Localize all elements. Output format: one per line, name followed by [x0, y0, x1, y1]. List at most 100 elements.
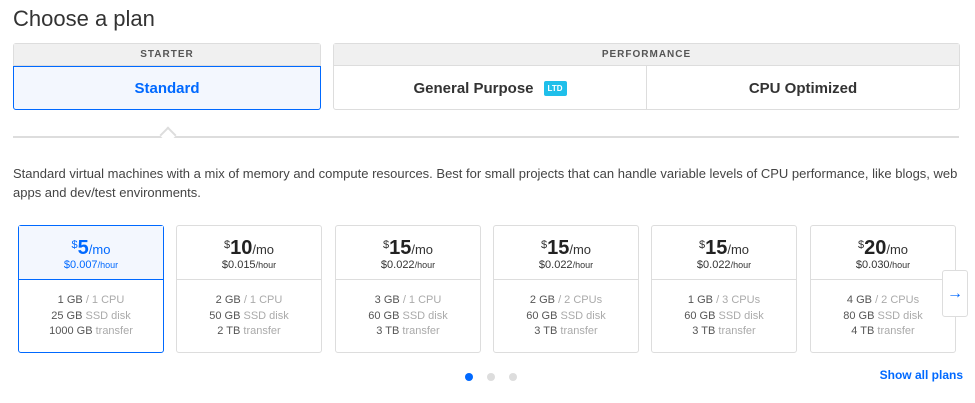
- next-plans-button[interactable]: →: [942, 270, 968, 317]
- starter-group: STARTER Standard: [13, 43, 321, 110]
- cpu: / 1 CPU: [402, 294, 442, 306]
- transfer: 2 TB: [217, 325, 241, 337]
- disk: 50 GB: [209, 309, 241, 322]
- cpu: / 1 CPU: [85, 294, 125, 306]
- disk: 25 GB: [51, 309, 83, 322]
- transfer: 3 TB: [534, 325, 558, 337]
- monthly-price: 15: [389, 237, 412, 259]
- plan-price: $15/mo $0.022/hour: [494, 226, 638, 280]
- disk: 80 GB: [843, 309, 875, 322]
- currency: $: [857, 239, 865, 251]
- currency: $: [382, 239, 390, 251]
- per-month: /mo: [252, 242, 275, 257]
- monthly-price: 5: [77, 237, 89, 259]
- hourly-price: $0.022: [696, 259, 731, 271]
- per-hour: /hour: [255, 260, 277, 270]
- transfer-label: transfer: [95, 325, 133, 337]
- memory: 1 GB: [57, 294, 83, 306]
- plan-card[interactable]: $20/mo $0.030/hour 4 GB / 2 CPUs 80 GB S…: [810, 225, 956, 353]
- cpu: / 2 CPUs: [875, 294, 920, 306]
- hourly-price: $0.015: [221, 259, 256, 271]
- transfer: 1000 GB: [49, 325, 93, 337]
- transfer: 3 TB: [692, 325, 716, 337]
- monthly-price: 20: [864, 237, 887, 259]
- disk-label: SSD disk: [402, 309, 448, 322]
- plan-card[interactable]: $15/mo $0.022/hour 3 GB / 1 CPU 60 GB SS…: [335, 225, 481, 353]
- currency: $: [540, 239, 548, 251]
- per-month: /mo: [88, 242, 111, 257]
- per-hour: /hour: [730, 260, 752, 270]
- plan-card[interactable]: $5/mo $0.007/hour 1 GB / 1 CPU 25 GB SSD…: [18, 225, 164, 353]
- performance-group: PERFORMANCE General Purpose LTD CPU Opti…: [333, 43, 960, 110]
- page-dot-3[interactable]: [509, 373, 517, 381]
- cpu: / 1 CPU: [243, 294, 283, 306]
- plan-price: $5/mo $0.007/hour: [19, 226, 163, 280]
- tab-standard[interactable]: Standard: [13, 66, 321, 110]
- disk: 60 GB: [526, 309, 558, 322]
- transfer-label: transfer: [402, 325, 440, 337]
- per-month: /mo: [569, 242, 592, 257]
- ltd-badge: LTD: [543, 80, 567, 96]
- hourly-price: $0.030: [855, 259, 890, 271]
- monthly-price: 15: [547, 237, 570, 259]
- cpu: / 3 CPUs: [716, 294, 761, 306]
- page-dot-1[interactable]: [465, 373, 473, 381]
- hourly-price: $0.022: [538, 259, 573, 271]
- monthly-price: 10: [230, 237, 253, 259]
- cpu: / 2 CPUs: [558, 294, 603, 306]
- disk-label: SSD disk: [243, 309, 289, 322]
- plan-card[interactable]: $15/mo $0.022/hour 2 GB / 2 CPUs 60 GB S…: [493, 225, 639, 353]
- plan-specs: 1 GB / 1 CPU 25 GB SSD disk 1000 GB tran…: [19, 280, 163, 340]
- disk-label: SSD disk: [877, 309, 923, 322]
- transfer-label: transfer: [243, 325, 281, 337]
- plan-specs: 1 GB / 3 CPUs 60 GB SSD disk 3 TB transf…: [652, 280, 796, 340]
- disk: 60 GB: [368, 309, 400, 322]
- plan-specs: 3 GB / 1 CPU 60 GB SSD disk 3 TB transfe…: [336, 280, 480, 340]
- page-dot-2[interactable]: [487, 373, 495, 381]
- divider: [13, 136, 959, 138]
- per-hour: /hour: [414, 260, 436, 270]
- per-hour: /hour: [572, 260, 594, 270]
- disk-label: SSD disk: [560, 309, 606, 322]
- plan-specs: 2 GB / 2 CPUs 60 GB SSD disk 3 TB transf…: [494, 280, 638, 340]
- currency: $: [223, 239, 231, 251]
- tab-label: General Purpose: [413, 79, 534, 97]
- hourly-price: $0.007: [63, 259, 98, 271]
- transfer-label: transfer: [560, 325, 598, 337]
- tab-general-purpose[interactable]: General Purpose LTD: [334, 66, 647, 110]
- plan-specs: 4 GB / 2 CPUs 80 GB SSD disk 4 TB transf…: [811, 280, 955, 340]
- plan-price: $15/mo $0.022/hour: [336, 226, 480, 280]
- arrow-right-icon: →: [947, 284, 963, 302]
- currency: $: [71, 239, 78, 251]
- show-all-plans-link[interactable]: Show all plans: [879, 368, 963, 382]
- memory: 2 GB: [529, 294, 555, 306]
- plan-price: $20/mo $0.030/hour: [811, 226, 955, 280]
- plan-price: $10/mo $0.015/hour: [177, 226, 321, 280]
- disk: 60 GB: [684, 309, 716, 322]
- memory: 2 GB: [215, 294, 241, 306]
- transfer: 4 TB: [851, 325, 875, 337]
- memory: 4 GB: [846, 294, 872, 306]
- plan-specs: 2 GB / 1 CPU 50 GB SSD disk 2 TB transfe…: [177, 280, 321, 340]
- monthly-price: 15: [705, 237, 728, 259]
- plan-card[interactable]: $10/mo $0.015/hour 2 GB / 1 CPU 50 GB SS…: [176, 225, 322, 353]
- transfer-label: transfer: [877, 325, 915, 337]
- hourly-price: $0.022: [380, 259, 415, 271]
- memory: 3 GB: [374, 294, 400, 306]
- plan-card[interactable]: $15/mo $0.022/hour 1 GB / 3 CPUs 60 GB S…: [651, 225, 797, 353]
- per-month: /mo: [886, 242, 909, 257]
- currency: $: [698, 239, 706, 251]
- disk-label: SSD disk: [718, 309, 764, 322]
- page-title: Choose a plan: [13, 6, 155, 31]
- per-month: /mo: [727, 242, 750, 257]
- caret-up-icon: [159, 126, 177, 144]
- tab-cpu-optimized[interactable]: CPU Optimized: [748, 79, 858, 97]
- pagination-dots: [465, 373, 517, 381]
- disk-label: SSD disk: [85, 309, 131, 322]
- transfer-label: transfer: [718, 325, 756, 337]
- group-header-performance: PERFORMANCE: [334, 44, 959, 66]
- group-header-starter: STARTER: [14, 44, 320, 66]
- plan-price: $15/mo $0.022/hour: [652, 226, 796, 280]
- transfer: 3 TB: [376, 325, 400, 337]
- memory: 1 GB: [687, 294, 713, 306]
